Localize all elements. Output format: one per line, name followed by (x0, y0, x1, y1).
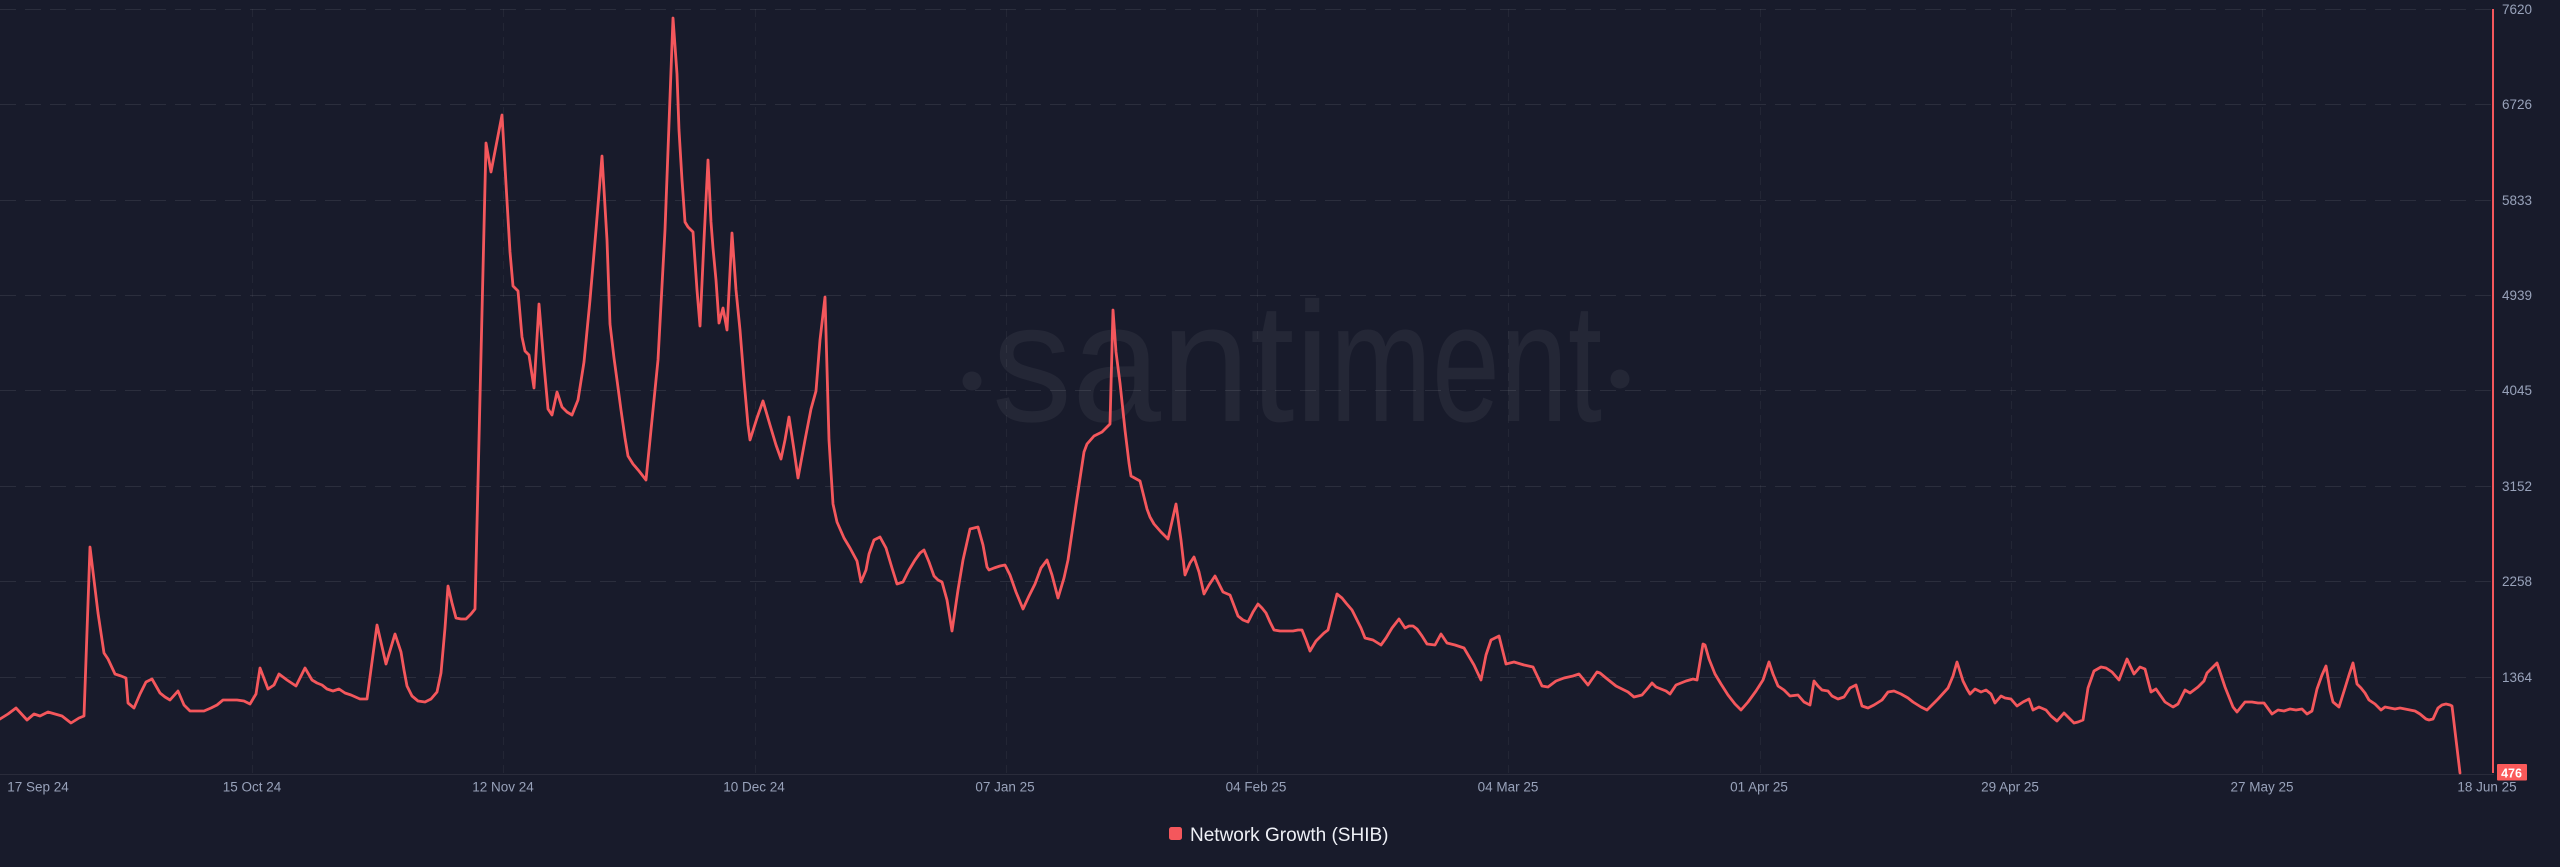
svg-text:6726: 6726 (2502, 97, 2532, 112)
svg-text:3152: 3152 (2502, 479, 2532, 494)
svg-text:18 Jun 25: 18 Jun 25 (2457, 780, 2516, 795)
svg-text:07 Jan 25: 07 Jan 25 (975, 780, 1034, 795)
svg-text:17 Sep 24: 17 Sep 24 (7, 780, 69, 795)
svg-text:476: 476 (2501, 767, 2522, 781)
svg-text:12 Nov 24: 12 Nov 24 (472, 780, 534, 795)
svg-text:7620: 7620 (2502, 2, 2532, 17)
svg-text:29 Apr 25: 29 Apr 25 (1981, 780, 2039, 795)
svg-text:1364: 1364 (2502, 670, 2533, 685)
svg-text:2258: 2258 (2502, 574, 2532, 589)
svg-text:15 Oct 24: 15 Oct 24 (223, 780, 282, 795)
svg-text:Network Growth (SHIB): Network Growth (SHIB) (1190, 825, 1388, 846)
svg-text:4939: 4939 (2502, 288, 2532, 303)
svg-text:04 Mar 25: 04 Mar 25 (1478, 780, 1539, 795)
svg-text:01 Apr 25: 01 Apr 25 (1730, 780, 1788, 795)
svg-text:4045: 4045 (2502, 383, 2532, 398)
svg-text:10 Dec 24: 10 Dec 24 (723, 780, 785, 795)
svg-text:04 Feb 25: 04 Feb 25 (1226, 780, 1287, 795)
svg-text:santiment: santiment (992, 268, 1602, 458)
svg-text:27 May 25: 27 May 25 (2230, 780, 2293, 795)
svg-text:5833: 5833 (2502, 193, 2532, 208)
